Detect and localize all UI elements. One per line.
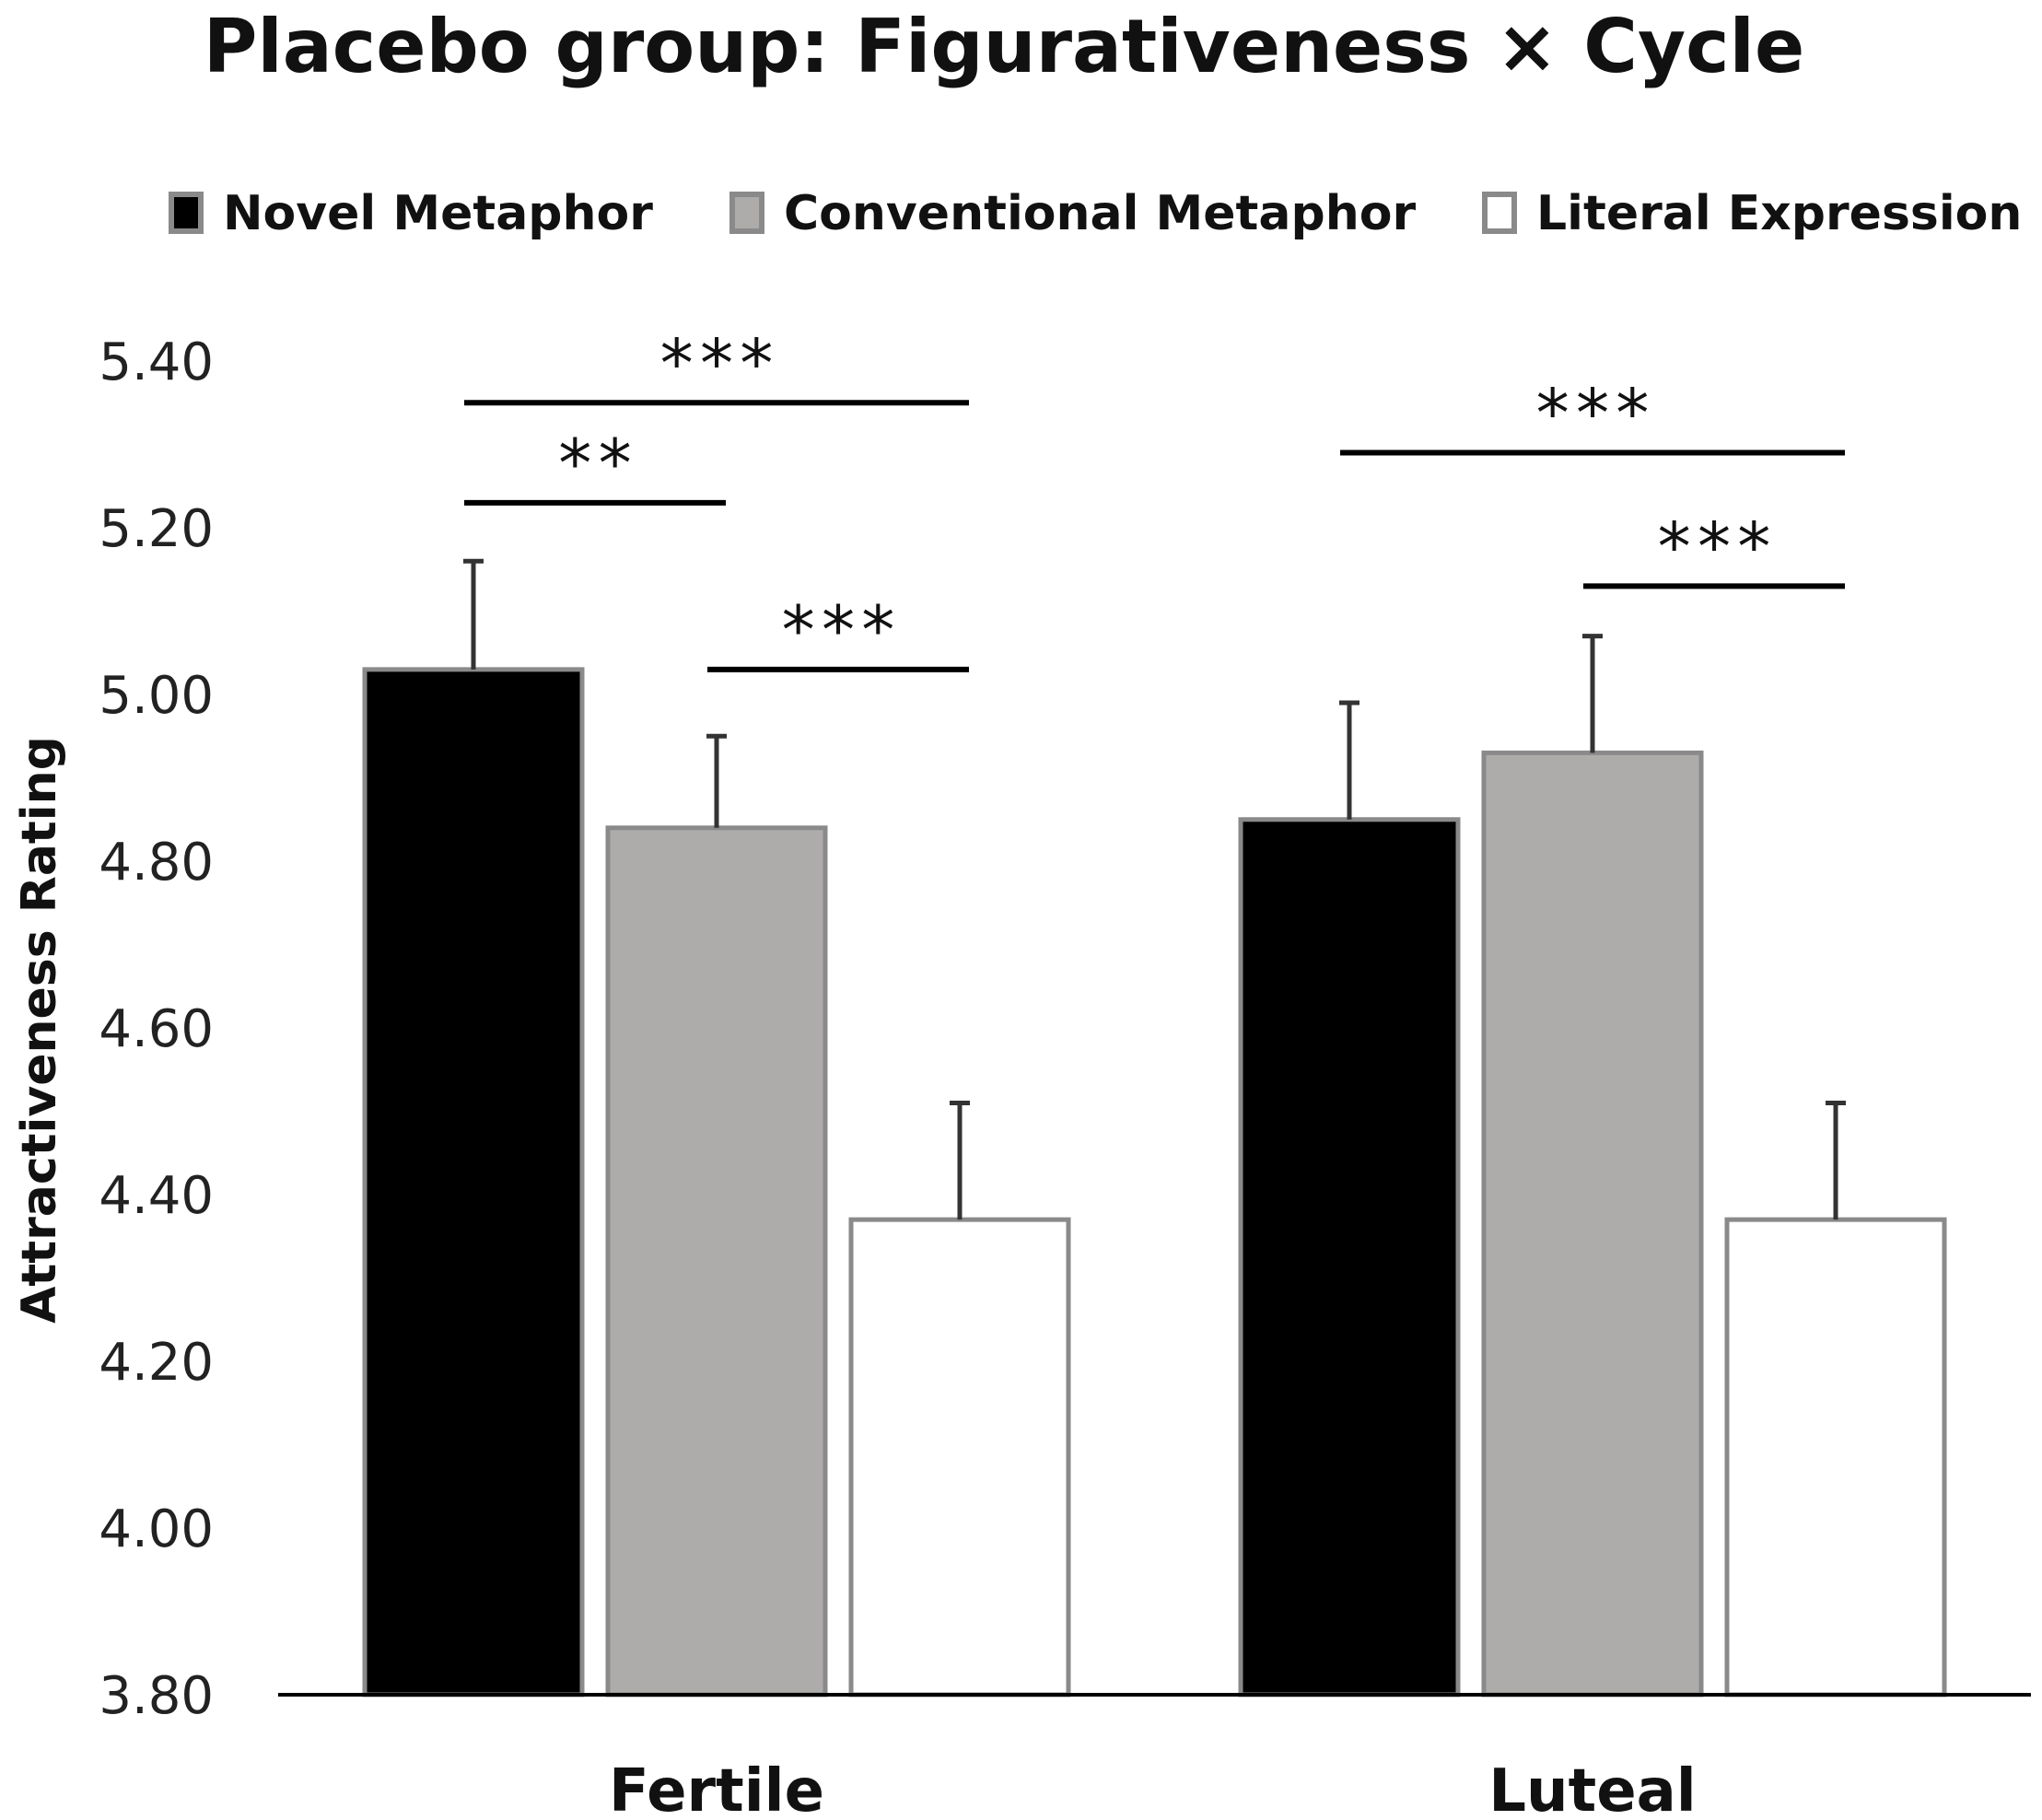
category-label: Fertile <box>609 1757 824 1820</box>
legend-label: Literal Expression <box>1536 186 2022 241</box>
y-tick-label: 5.00 <box>99 666 214 726</box>
significance-annotations: ************** <box>464 324 1845 672</box>
y-tick-label: 4.80 <box>99 833 214 892</box>
legend-label: Conventional Metaphor <box>784 186 1416 241</box>
y-tick-label: 5.40 <box>99 332 214 392</box>
bar <box>1238 817 1461 1698</box>
category-label: Luteal <box>1488 1757 1696 1820</box>
bar <box>848 1217 1071 1698</box>
bars <box>362 667 1947 1698</box>
legend: Novel Metaphor Conventional Metaphor Liter… <box>169 186 2022 241</box>
bar <box>605 825 828 1698</box>
y-tick-label: 5.20 <box>99 499 214 559</box>
significance-label: ** <box>555 425 636 502</box>
category-labels: Fertile Luteal <box>609 1757 1697 1820</box>
chart-title: Placebo group: Figurativeness × Cycle <box>204 4 1804 89</box>
y-axis-label: Attractiveness Rating <box>12 736 67 1324</box>
legend-label: Novel Metaphor <box>223 186 653 241</box>
y-tick-label: 4.40 <box>99 1166 214 1226</box>
y-tick-label: 3.80 <box>99 1666 214 1726</box>
significance-label: *** <box>1533 375 1652 452</box>
legend-swatch <box>1482 192 1517 234</box>
bar <box>1481 750 1704 1698</box>
legend-swatch <box>729 192 764 234</box>
y-tick-label: 4.20 <box>99 1333 214 1393</box>
bar <box>362 667 585 1698</box>
significance-label: *** <box>778 591 898 669</box>
error-bars <box>463 558 1846 1220</box>
bar <box>1724 1217 1947 1698</box>
significance-label: *** <box>1654 508 1774 585</box>
significance-label: *** <box>657 324 776 402</box>
y-tick-label: 4.00 <box>99 1499 214 1559</box>
y-axis-ticks: 3.80 4.00 4.20 4.40 4.60 4.80 5.00 5.20 5.40 <box>99 332 214 1726</box>
legend-swatch <box>169 192 204 234</box>
y-tick-label: 4.60 <box>99 999 214 1059</box>
